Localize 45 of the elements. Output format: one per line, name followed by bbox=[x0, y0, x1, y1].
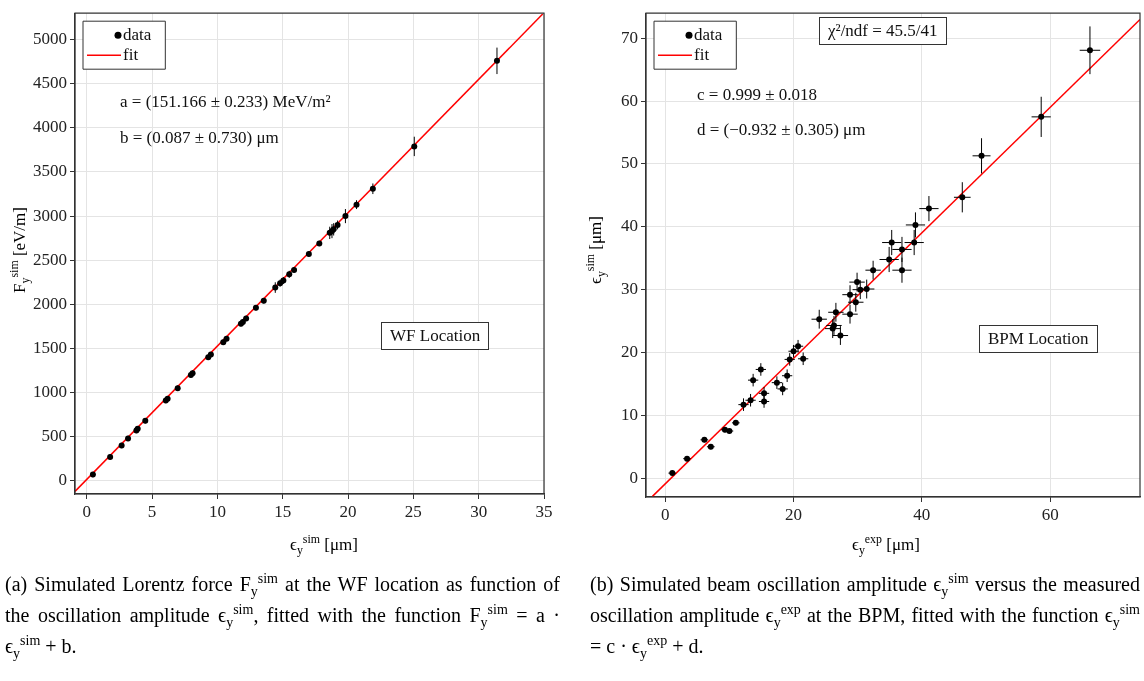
legend-label: data bbox=[123, 24, 152, 44]
x-tick-label: 20 bbox=[785, 504, 803, 524]
x-tick-label: 25 bbox=[404, 501, 422, 521]
x-axis-title: ϵ$_{y}$$^{exp}$ [μm] bbox=[852, 532, 920, 559]
y-tick-label: 1000 bbox=[33, 382, 67, 402]
annotation: BPM Location bbox=[979, 325, 1098, 354]
x-tick-label: 20 bbox=[339, 501, 357, 521]
legend-label: fit bbox=[123, 44, 139, 64]
annotation: c = 0.999 ± 0.018 bbox=[697, 85, 817, 106]
y-tick-label: 10 bbox=[621, 404, 638, 424]
y-tick-label: 3000 bbox=[33, 205, 67, 225]
x-axis-title: ϵ$_{y}$$^{sim}$ [μm] bbox=[290, 532, 358, 559]
legend-label: fit bbox=[694, 44, 710, 64]
x-tick-label: 15 bbox=[274, 501, 292, 521]
y-tick-label: 30 bbox=[621, 279, 638, 299]
y-tick-label: 20 bbox=[621, 341, 638, 361]
annotation: d = (−0.932 ± 0.305) μm bbox=[697, 120, 866, 141]
y-tick-label: 2000 bbox=[33, 293, 67, 313]
annotation: χ²/ndf = 45.5/41 bbox=[819, 17, 947, 46]
x-tick-label: 5 bbox=[147, 501, 157, 521]
text: (a) Simulated Lorentz force F$_{y}$$^{sim}$ at the WF location as function of the oscillation amplitude ϵ$_{y}$$^{sim}$, fitted with the function F$_{y}$$^{sim}$ = a · ϵ$_{y}$$^{sim}$ + b. bbox=[5, 571, 560, 661]
y-tick-label: 50 bbox=[621, 153, 638, 173]
y-tick-label: 4500 bbox=[33, 73, 67, 93]
x-tick-label: 30 bbox=[470, 501, 488, 521]
y-tick-label: 0 bbox=[58, 470, 67, 490]
y-tick-label: 3500 bbox=[33, 161, 67, 181]
y-tick-label: 500 bbox=[41, 426, 67, 446]
y-tick-label: 2500 bbox=[33, 249, 67, 269]
y-tick-label: 70 bbox=[621, 27, 638, 47]
x-tick-label: 0 bbox=[661, 504, 670, 524]
annotation: WF Location bbox=[381, 322, 490, 351]
legend-label: data bbox=[694, 24, 723, 44]
y-tick-label: 4000 bbox=[33, 117, 67, 137]
y-tick-label: 5000 bbox=[33, 29, 67, 49]
x-tick-label: 0 bbox=[82, 501, 92, 521]
x-tick-label: 35 bbox=[535, 501, 553, 521]
x-tick-label: 60 bbox=[1041, 504, 1059, 524]
annotation: b = (0.087 ± 0.730) μm bbox=[120, 128, 279, 149]
y-tick-label: 60 bbox=[621, 90, 638, 110]
y-tick-label: 40 bbox=[621, 216, 638, 236]
y-tick-label: 0 bbox=[629, 467, 638, 487]
y-tick-label: 1500 bbox=[33, 337, 67, 357]
annotation: a = (151.166 ± 0.233) MeV/m² bbox=[120, 92, 331, 113]
x-tick-label: 40 bbox=[913, 504, 931, 524]
x-tick-label: 10 bbox=[208, 501, 226, 521]
